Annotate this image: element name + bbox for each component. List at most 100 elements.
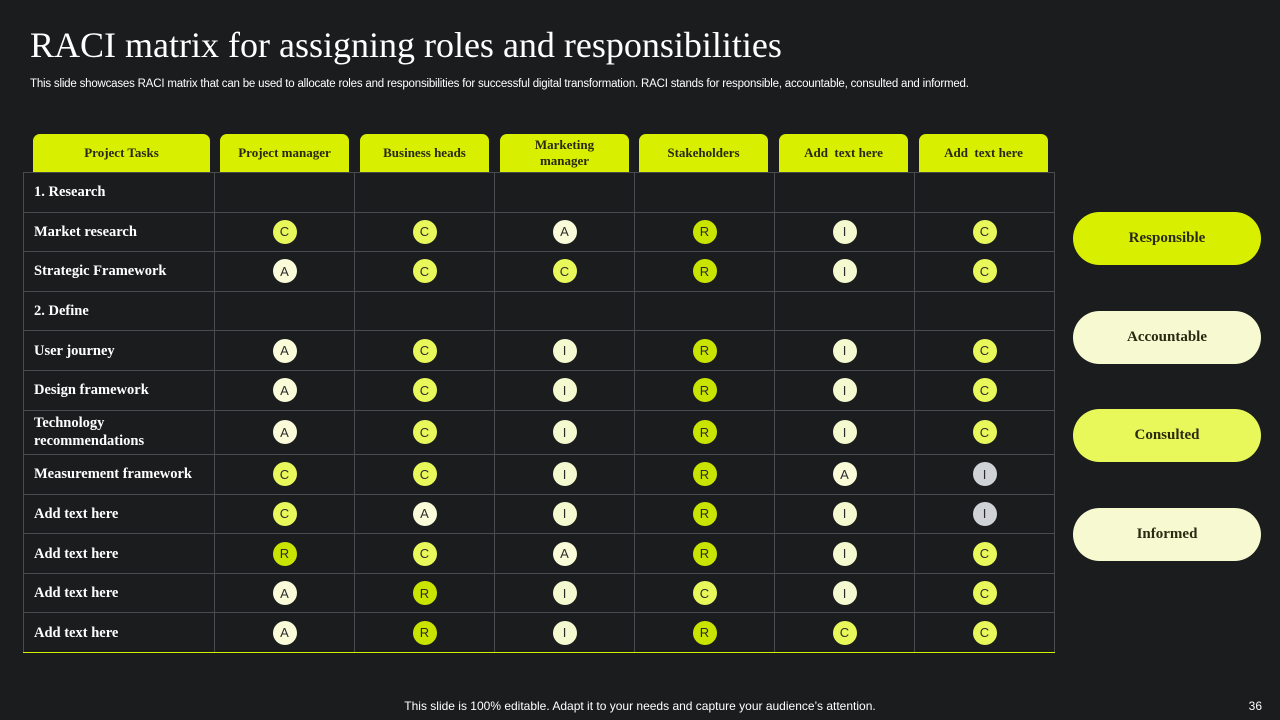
raci-marker-c: C [972,378,997,403]
raci-cell [914,290,1055,332]
raci-marker-i: I [972,462,997,487]
raci-marker-r: R [692,378,717,403]
raci-cell: C [914,330,1055,371]
section-row: 2. Define [23,290,1055,332]
legend-informed: Informed [1073,508,1261,561]
raci-marker-c: C [412,338,437,363]
task-label: 2. Define [23,290,215,332]
raci-marker-a: A [272,378,297,403]
raci-cell [214,290,355,332]
raci-cell: I [494,612,635,654]
raci-marker-a: A [272,620,297,645]
raci-marker-i: I [832,420,857,445]
table-row: Add text here C A I R I I [23,493,1055,535]
raci-cell: C [774,612,915,654]
raci-cell: I [774,251,915,292]
header-project-tasks: Project Tasks [33,134,210,172]
raci-cell: C [354,211,495,253]
header-stakeholders: Stakeholders [639,134,768,172]
raci-cell: I [494,493,635,535]
raci-marker-i: I [832,541,857,566]
raci-marker-a: A [412,501,437,526]
raci-marker-i: I [552,581,577,606]
raci-cell: R [214,533,355,574]
raci-marker-i: I [552,501,577,526]
raci-cell: A [354,493,495,535]
raci-cell: R [634,454,775,495]
raci-cell [494,290,635,332]
raci-marker-c: C [272,462,297,487]
raci-cell: C [214,211,355,253]
slide-title: RACI matrix for assigning roles and resp… [30,25,782,65]
raci-marker-c: C [412,259,437,284]
task-label: Add text here [23,493,215,535]
raci-cell: I [774,572,915,614]
raci-cell: A [214,572,355,614]
raci-marker-c: C [832,620,857,645]
table-row: Market research C C A R I C [23,211,1055,253]
raci-cell [634,172,775,213]
legend-accountable: Accountable [1073,311,1261,364]
raci-marker-r: R [692,338,717,363]
raci-marker-i: I [552,620,577,645]
raci-marker-a: A [272,259,297,284]
raci-marker-r: R [692,219,717,244]
raci-cell: C [634,572,775,614]
raci-marker-r: R [692,259,717,284]
raci-marker-i: I [552,420,577,445]
raci-cell: I [774,369,915,411]
raci-cell: I [774,409,915,456]
raci-cell: I [774,211,915,253]
task-label: Design framework [23,369,215,411]
raci-marker-i: I [552,338,577,363]
raci-cell: A [214,330,355,371]
raci-marker-i: I [552,462,577,487]
task-label: Add text here [23,572,215,614]
raci-cell: I [774,493,915,535]
raci-cell: C [354,409,495,456]
raci-cell: R [634,612,775,654]
raci-cell: I [494,330,635,371]
page-number: 36 [1248,699,1262,713]
raci-marker-r: R [692,620,717,645]
footer-note: This slide is 100% editable. Adapt it to… [404,699,876,713]
raci-cell: R [634,251,775,292]
raci-cell: I [774,330,915,371]
raci-table: 1. Research Market research C C A R I C Strategi… [23,172,1055,654]
raci-cell: C [914,211,1055,253]
task-label: Market research [23,211,215,253]
raci-marker-c: C [972,581,997,606]
header-marketing-manager: Marketing manager [500,134,629,172]
raci-marker-c: C [972,541,997,566]
raci-cell: R [354,572,495,614]
raci-cell [354,172,495,213]
raci-marker-c: C [972,259,997,284]
raci-marker-c: C [972,620,997,645]
raci-marker-r: R [412,581,437,606]
header-custom-2: Add text here [919,134,1048,172]
header-custom-1: Add text here [779,134,908,172]
task-label: Strategic Framework [23,251,215,292]
raci-cell [354,290,495,332]
table-row: Measurement framework C C I R A I [23,454,1055,495]
raci-cell: C [354,454,495,495]
raci-cell: A [774,454,915,495]
raci-cell: C [354,330,495,371]
raci-cell: A [214,369,355,411]
raci-cell [774,290,915,332]
raci-cell: C [354,533,495,574]
slide-subtitle: This slide showcases RACI matrix that ca… [30,78,969,90]
table-row: Add text here A R I R C C [23,612,1055,654]
raci-cell: C [914,533,1055,574]
raci-marker-c: C [552,259,577,284]
legend-consulted: Consulted [1073,409,1261,462]
raci-cell [214,172,355,213]
raci-cell: A [214,409,355,456]
raci-cell: R [634,533,775,574]
raci-cell: C [494,251,635,292]
raci-marker-c: C [972,338,997,363]
raci-cell: A [494,211,635,253]
raci-marker-a: A [272,338,297,363]
raci-cell [774,172,915,213]
raci-cell: I [494,409,635,456]
